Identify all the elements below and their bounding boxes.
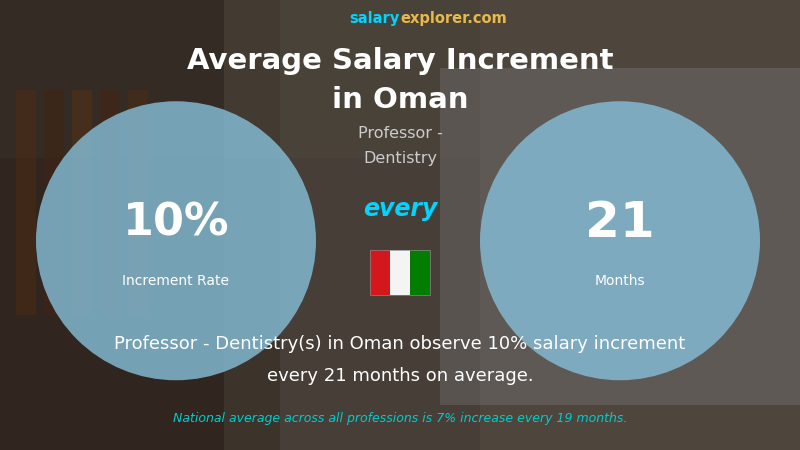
Bar [72,90,92,315]
Text: Dentistry: Dentistry [363,151,437,166]
Bar [0,0,224,450]
Text: Months: Months [594,274,646,288]
Ellipse shape [480,101,760,380]
Text: salary: salary [350,11,400,26]
Bar [410,250,430,295]
Text: Professor - Dentistry(s) in Oman observe 10% salary increment: Professor - Dentistry(s) in Oman observe… [114,335,686,353]
Bar [100,90,120,315]
Bar [0,0,280,450]
Text: explorer.com: explorer.com [400,11,506,26]
Text: in Oman: in Oman [332,86,468,113]
Text: 10%: 10% [122,201,230,244]
Bar [390,250,410,295]
Bar [0,0,800,158]
Bar [480,0,800,450]
Text: every: every [363,197,437,221]
Bar [44,90,64,315]
Text: 21: 21 [585,199,655,247]
Bar [128,90,148,315]
Text: Professor -: Professor - [358,126,442,141]
Text: Average Salary Increment: Average Salary Increment [186,47,614,75]
Text: National average across all professions is 7% increase every 19 months.: National average across all professions … [173,412,627,425]
Ellipse shape [36,101,316,380]
Text: Increment Rate: Increment Rate [122,274,230,288]
Text: every 21 months on average.: every 21 months on average. [266,367,534,385]
Bar [16,90,36,315]
Bar [370,279,378,295]
Bar [440,68,800,405]
Bar [370,250,390,295]
Bar [370,250,430,295]
